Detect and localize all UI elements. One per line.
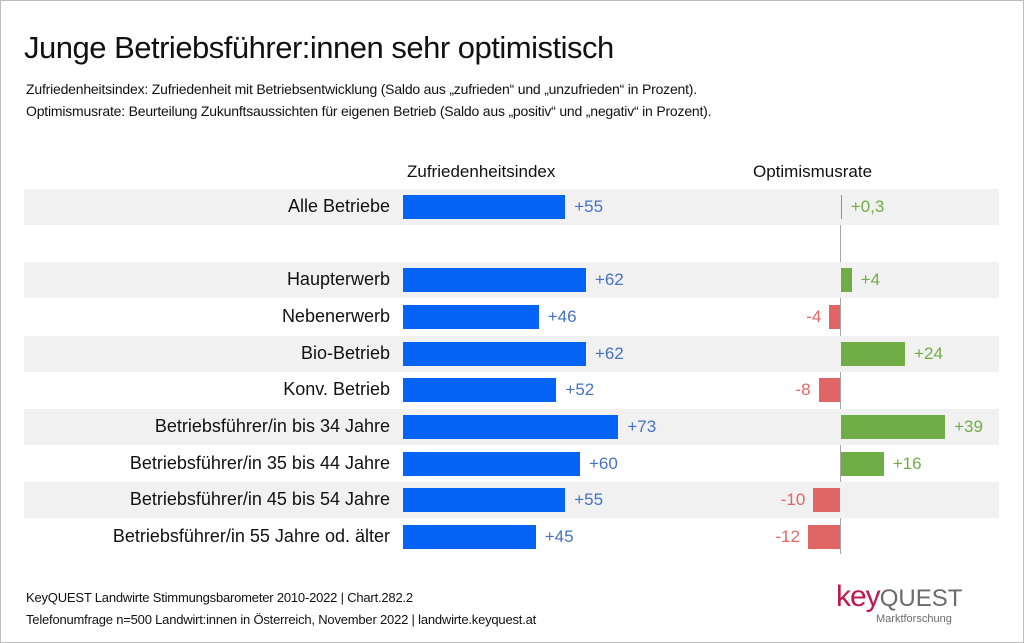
satisfaction-value-label: +55 <box>574 490 604 509</box>
category-label: Alle Betriebe <box>287 196 390 216</box>
satisfaction-bar <box>403 268 586 292</box>
optimism-value-label: +4 <box>860 270 881 289</box>
category-label: Bio-Betrieb <box>300 343 390 363</box>
subtitle-optimism: Optimismusrate: Beurteilung Zukunftsauss… <box>26 103 712 119</box>
optimism-bar-negative <box>813 488 840 512</box>
satisfaction-bar <box>403 415 619 439</box>
optimism-bar-positive <box>841 342 906 366</box>
category-label: Nebenerwerb <box>281 306 390 326</box>
satisfaction-value-label: +55 <box>574 197 604 216</box>
optimism-bar-positive <box>841 195 842 219</box>
optimism-bar-negative <box>807 525 840 549</box>
logo-quest: QUEST <box>879 585 963 612</box>
satisfaction-bar <box>403 452 580 476</box>
satisfaction-value-label: +73 <box>627 417 657 436</box>
optimism-value-label: -10 <box>780 490 806 509</box>
satisfaction-bar <box>403 378 557 402</box>
column-header-optimism: Optimismusrate <box>753 162 873 181</box>
optimism-bar-positive <box>841 415 946 439</box>
satisfaction-value-label: +45 <box>544 527 574 546</box>
logo-key: key <box>836 580 881 613</box>
category-label: Haupterwerb <box>286 269 390 289</box>
category-label: Betriebsführer/in bis 34 Jahre <box>154 416 390 436</box>
optimism-value-label: +39 <box>954 417 983 436</box>
subtitle-satisfaction: Zufriedenheitsindex: Zufriedenheit mit B… <box>26 81 697 97</box>
category-label: Betriebsführer/in 55 Jahre od. älter <box>112 526 390 546</box>
satisfaction-value-label: +52 <box>565 380 595 399</box>
satisfaction-bar <box>403 305 539 329</box>
optimism-value-label: -8 <box>795 380 811 399</box>
footer-survey: Telefonumfrage n=500 Landwirt:innen in Ö… <box>26 612 537 627</box>
satisfaction-bar <box>403 525 536 549</box>
satisfaction-value-label: +46 <box>547 307 577 326</box>
logo-tagline: Marktforschung <box>876 613 952 625</box>
footer-source: KeyQUEST Landwirte Stimmungsbarometer 20… <box>26 590 413 605</box>
satisfaction-bar <box>403 488 566 512</box>
optimism-value-label: +0,3 <box>850 197 885 216</box>
optimism-bar-positive <box>841 452 884 476</box>
satisfaction-bar <box>403 342 586 366</box>
category-label: Betriebsführer/in 35 bis 44 Jahre <box>129 453 390 473</box>
optimism-value-label: +24 <box>914 344 943 363</box>
keyquest-logo: keyQUEST Marktforschung <box>836 580 963 625</box>
category-label: Konv. Betrieb <box>283 379 390 399</box>
optimism-bar-negative <box>818 378 840 402</box>
satisfaction-bar <box>403 195 566 219</box>
chart-title: Junge Betriebsführer:innen sehr optimist… <box>24 30 614 65</box>
optimism-bar-positive <box>841 268 852 292</box>
category-label: Betriebsführer/in 45 bis 54 Jahre <box>129 489 390 509</box>
satisfaction-value-label: +62 <box>594 270 624 289</box>
optimism-value-label: -4 <box>806 307 822 326</box>
optimism-value-label: -12 <box>775 527 800 546</box>
satisfaction-value-label: +60 <box>589 454 618 473</box>
optimism-bar-negative <box>829 305 840 329</box>
optimism-value-label: +16 <box>892 454 922 473</box>
satisfaction-value-label: +62 <box>594 344 624 363</box>
column-header-satisfaction: Zufriedenheitsindex <box>407 162 556 181</box>
